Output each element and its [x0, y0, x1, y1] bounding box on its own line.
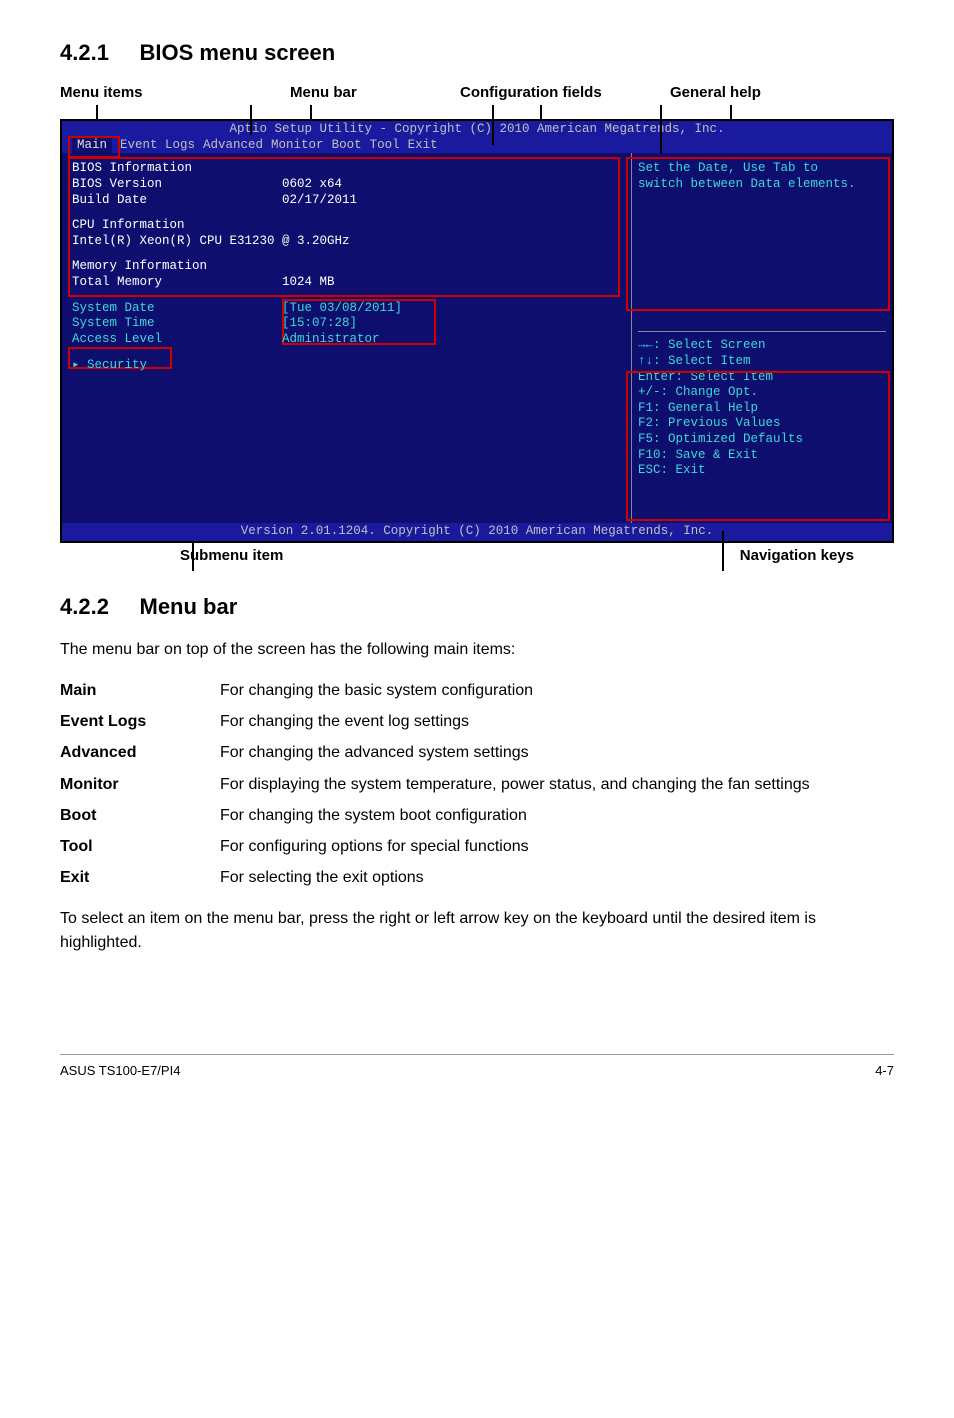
nav-f1: F1: General Help — [638, 401, 886, 417]
bios-menu-bar[interactable]: Main Event Logs Advanced Monitor Boot To… — [62, 138, 892, 154]
menu-name: Monitor — [60, 769, 220, 800]
menu-name: Tool — [60, 831, 220, 862]
table-row: MainFor changing the basic system config… — [60, 675, 810, 706]
nav-f10: F10: Save & Exit — [638, 448, 886, 464]
label-config-fields: Configuration fields — [460, 84, 670, 101]
system-date-label[interactable]: System Date — [72, 301, 282, 317]
bios-version-label: BIOS Version — [72, 177, 282, 193]
nav-f5: F5: Optimized Defaults — [638, 432, 886, 448]
tab-exit[interactable]: Exit — [408, 138, 438, 154]
menu-name: Event Logs — [60, 706, 220, 737]
build-date-value: 02/17/2011 — [282, 193, 357, 209]
tab-boot[interactable]: Boot — [332, 138, 362, 154]
tab-monitor[interactable]: Monitor — [271, 138, 324, 154]
menu-name: Main — [60, 675, 220, 706]
table-row: AdvancedFor changing the advanced system… — [60, 737, 810, 768]
menu-desc: For selecting the exit options — [220, 862, 810, 893]
section-number-2: 4.2.2 — [60, 594, 109, 619]
nav-f2: F2: Previous Values — [638, 416, 886, 432]
nav-enter: Enter: Select Item — [638, 370, 886, 386]
access-level-value: Administrator — [282, 332, 380, 348]
table-row: ExitFor selecting the exit options — [60, 862, 810, 893]
security-submenu[interactable]: Security — [87, 358, 147, 372]
access-level-label: Access Level — [72, 332, 282, 348]
menu-desc: For changing the event log settings — [220, 706, 810, 737]
system-date-value[interactable]: [Tue 03/08/2011] — [282, 301, 402, 317]
section-title-2: Menu bar — [140, 594, 238, 619]
tab-tool[interactable]: Tool — [370, 138, 400, 154]
table-row: BootFor changing the system boot configu… — [60, 800, 810, 831]
bios-info-title: BIOS Information — [72, 161, 621, 177]
tab-event-logs[interactable]: Event Logs — [120, 138, 195, 154]
menu-name: Advanced — [60, 737, 220, 768]
label-submenu-item: Submenu item — [180, 547, 283, 564]
label-menu-bar: Menu bar — [260, 84, 460, 101]
submenu-arrow-icon: ▸ — [72, 358, 87, 372]
bios-header-line: Aptio Setup Utility - Copyright (C) 2010… — [62, 122, 892, 138]
menu-desc: For changing the advanced system setting… — [220, 737, 810, 768]
bios-screen: Aptio Setup Utility - Copyright (C) 2010… — [60, 119, 894, 543]
cpu-model: Intel(R) Xeon(R) CPU E31230 @ 3.20GHz — [72, 234, 621, 250]
label-general-help: General help — [670, 84, 840, 101]
build-date-label: Build Date — [72, 193, 282, 209]
menu-desc: For configuring options for special func… — [220, 831, 810, 862]
tab-advanced[interactable]: Advanced — [203, 138, 263, 154]
nav-select-screen: →←: Select Screen — [638, 338, 886, 354]
menu-description-table: MainFor changing the basic system config… — [60, 675, 810, 893]
nav-select-item: ↑↓: Select Item — [638, 354, 886, 370]
system-time-label[interactable]: System Time — [72, 316, 282, 332]
help-text-line2: switch between Data elements. — [638, 177, 886, 193]
help-text-line1: Set the Date, Use Tab to — [638, 161, 886, 177]
table-row: MonitorFor displaying the system tempera… — [60, 769, 810, 800]
menu-desc: For displaying the system temperature, p… — [220, 769, 810, 800]
menu-desc: For changing the system boot configurati… — [220, 800, 810, 831]
menu-desc: For changing the basic system configurat… — [220, 675, 810, 706]
cpu-info-title: CPU Information — [72, 218, 621, 234]
label-menu-items: Menu items — [60, 84, 260, 101]
label-navigation-keys: Navigation keys — [740, 547, 854, 564]
memory-info-title: Memory Information — [72, 259, 621, 275]
menu-name: Exit — [60, 862, 220, 893]
nav-esc: ESC: Exit — [638, 463, 886, 479]
tab-main[interactable]: Main — [72, 138, 112, 154]
bios-version-value: 0602 x64 — [282, 177, 342, 193]
menu-name: Boot — [60, 800, 220, 831]
section-title: BIOS menu screen — [140, 40, 336, 65]
outro-text: To select an item on the menu bar, press… — [60, 907, 894, 953]
total-memory-label: Total Memory — [72, 275, 282, 291]
section-number: 4.2.1 — [60, 40, 109, 65]
nav-change-opt: +/-: Change Opt. — [638, 385, 886, 401]
bios-header: Aptio Setup Utility - Copyright (C) 2010… — [62, 121, 892, 153]
navigation-keys-panel: →←: Select Screen ↑↓: Select Item Enter:… — [638, 331, 886, 515]
intro-text: The menu bar on top of the screen has th… — [60, 638, 894, 661]
system-time-value[interactable]: [15:07:28] — [282, 316, 357, 332]
footer-right: 4-7 — [875, 1063, 894, 1078]
total-memory-value: 1024 MB — [282, 275, 335, 291]
bios-footer: Version 2.01.1204. Copyright (C) 2010 Am… — [62, 523, 892, 541]
footer-left: ASUS TS100-E7/PI4 — [60, 1063, 180, 1078]
table-row: ToolFor configuring options for special … — [60, 831, 810, 862]
table-row: Event LogsFor changing the event log set… — [60, 706, 810, 737]
